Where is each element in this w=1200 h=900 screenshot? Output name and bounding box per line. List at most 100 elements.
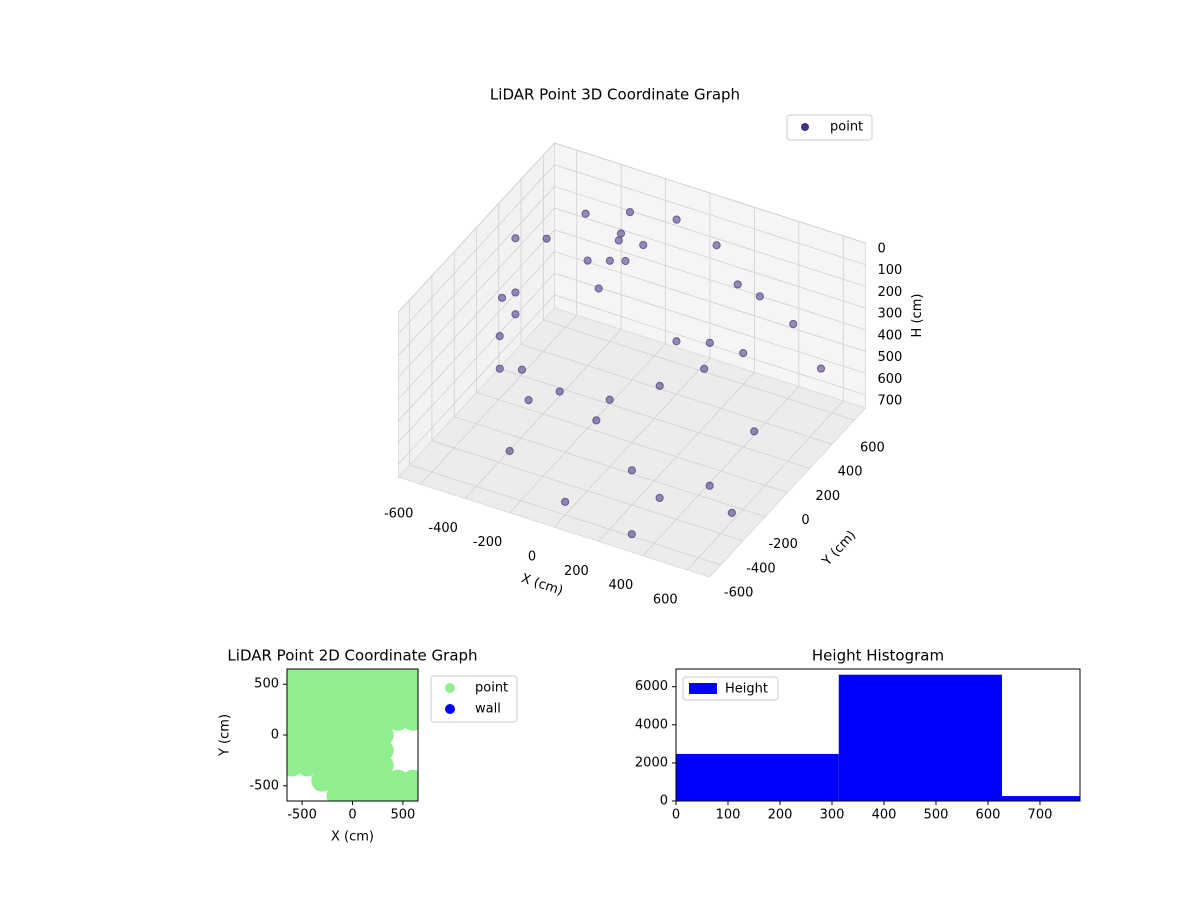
x-tick-label: 0 — [672, 808, 680, 823]
point — [341, 678, 364, 701]
point — [371, 739, 394, 762]
point — [356, 693, 379, 716]
point — [655, 493, 664, 503]
x-tick-label: 500 — [390, 808, 415, 823]
point — [311, 724, 334, 746]
y-tick-label: -600 — [724, 585, 754, 600]
point — [356, 678, 379, 701]
point — [705, 338, 714, 347]
point — [326, 754, 349, 777]
point — [326, 708, 349, 731]
point — [371, 678, 394, 701]
point — [341, 739, 364, 762]
point — [296, 693, 319, 716]
point — [583, 256, 592, 265]
point — [341, 708, 364, 731]
point — [386, 708, 409, 731]
y-tick-label: 400 — [838, 465, 863, 480]
y-tick-label: 600 — [860, 441, 885, 456]
point — [614, 236, 623, 245]
point — [605, 395, 614, 404]
point — [639, 240, 648, 250]
point — [750, 427, 759, 436]
point — [371, 693, 394, 716]
x-tick-label: 200 — [768, 808, 793, 823]
point — [594, 284, 603, 293]
chart-title: LiDAR Point 2D Coordinate Graph — [227, 647, 477, 665]
point — [555, 387, 564, 396]
point — [356, 754, 379, 777]
legend-label: wall — [475, 702, 501, 717]
z-tick-label: 300 — [878, 307, 903, 322]
point — [326, 769, 349, 792]
point — [581, 209, 590, 218]
axes-frame — [675, 668, 1081, 802]
x-tick-label: -400 — [428, 521, 458, 536]
grid-line — [509, 178, 666, 513]
point — [371, 754, 394, 777]
grid-line — [598, 207, 755, 542]
grid-line — [398, 164, 866, 334]
point — [655, 381, 664, 390]
point — [517, 365, 527, 374]
point — [356, 739, 379, 762]
point — [672, 337, 681, 346]
point — [511, 310, 520, 319]
z-tick-label: 400 — [878, 328, 903, 343]
point — [341, 754, 364, 777]
point — [616, 229, 626, 238]
x-tick-label: 0 — [528, 550, 536, 565]
point — [341, 693, 364, 716]
y-tick-label: -200 — [768, 537, 798, 552]
z-tick-label: 0 — [878, 242, 886, 257]
x-tick-label: 0 — [348, 808, 356, 823]
point — [371, 708, 394, 731]
grid-line — [431, 275, 744, 542]
point — [495, 332, 504, 341]
point — [739, 349, 748, 358]
point — [511, 234, 520, 243]
y-tick-label: 2000 — [635, 755, 668, 770]
legend-label: Height — [725, 682, 768, 697]
point — [326, 739, 349, 762]
chart-title: LiDAR Point 3D Coordinate Graph — [490, 86, 740, 104]
point — [625, 208, 635, 217]
point — [592, 416, 601, 425]
plot-area — [287, 669, 418, 801]
point — [712, 241, 721, 250]
point — [733, 280, 742, 289]
y-tick-label: 0 — [801, 513, 809, 528]
point — [326, 724, 349, 746]
z-tick-label: 600 — [878, 372, 903, 387]
y-tick-label: 0 — [660, 794, 668, 809]
legend-patch — [689, 683, 717, 694]
point — [326, 693, 349, 716]
point — [341, 769, 364, 792]
point — [311, 693, 334, 716]
z-tick-label: 200 — [878, 285, 903, 300]
point — [356, 769, 379, 792]
y-tick-label: 6000 — [635, 679, 668, 694]
y-axis-label: Y (cm) — [819, 528, 859, 570]
z-tick-label: 100 — [878, 263, 903, 278]
point — [727, 508, 736, 517]
grid-line — [409, 299, 721, 566]
grid-line — [453, 251, 766, 518]
point — [621, 256, 630, 266]
z-axis-label: H (cm) — [910, 294, 925, 338]
y-tick-label: 500 — [254, 677, 279, 692]
y-tick-label: 200 — [815, 489, 840, 504]
point — [386, 693, 409, 716]
point — [705, 481, 714, 490]
x-tick-label: -600 — [384, 507, 414, 522]
point — [296, 754, 319, 777]
grid-line — [553, 193, 711, 528]
point — [524, 396, 533, 405]
legend-box — [786, 114, 873, 141]
point — [542, 234, 551, 243]
legend-label: point — [475, 681, 508, 696]
point — [561, 497, 570, 507]
point — [700, 364, 709, 373]
point — [401, 784, 418, 801]
